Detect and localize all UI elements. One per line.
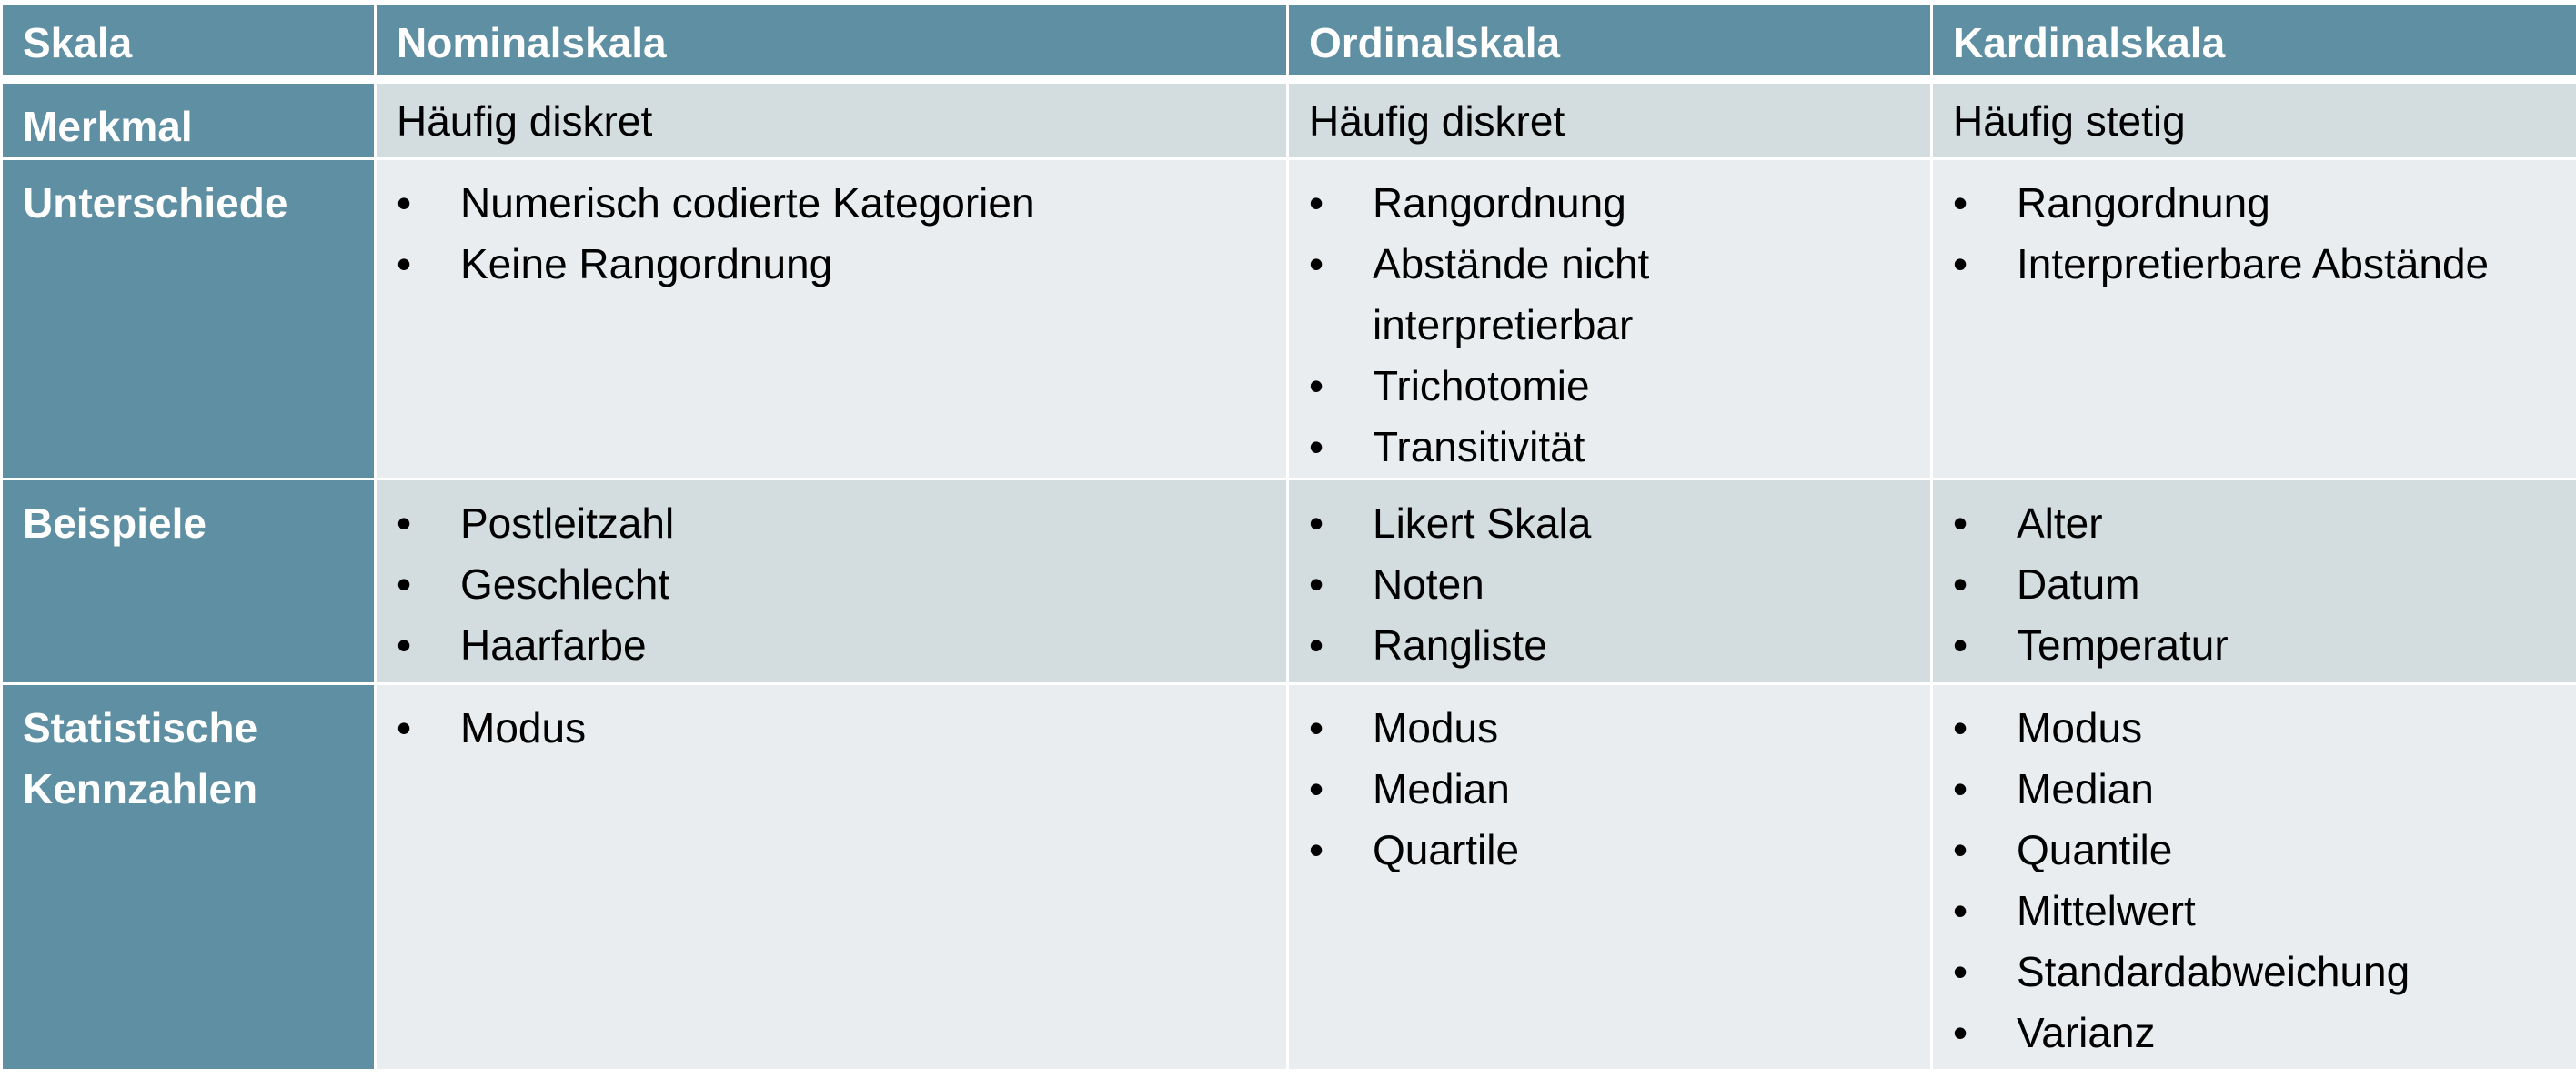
table-cell: Modus xyxy=(374,682,1289,1072)
list-item: Likert Skala xyxy=(1309,493,1910,554)
list-item: Mittelwert xyxy=(1953,881,2556,942)
table-cell: Likert SkalaNotenRangliste xyxy=(1286,478,1933,685)
table-row: Unterschiede Numerisch codierte Kategori… xyxy=(0,157,2576,480)
list-item: Geschlecht xyxy=(397,554,1266,615)
bullet-list: ModusMedianQuantileMittelwertStandardabw… xyxy=(1953,698,2556,1064)
bullet-list: PostleitzahlGeschlechtHaarfarbe xyxy=(397,493,1266,676)
list-item: Rangliste xyxy=(1309,615,1910,676)
list-item: Keine Rangordnung xyxy=(397,234,1266,295)
list-item: Modus xyxy=(397,698,1266,759)
bullet-list: Modus xyxy=(397,698,1266,759)
table-cell: ModusMedianQuartile xyxy=(1286,682,1933,1072)
table-row: Merkmal Häufig diskret Häufig diskret Hä… xyxy=(0,77,2576,160)
header-skala: Skala xyxy=(0,3,377,84)
list-item: Quantile xyxy=(1953,820,2556,881)
header-row: Skala Nominalskala Ordinalskala Kardinal… xyxy=(0,3,2576,84)
list-item: Modus xyxy=(1953,698,2556,759)
list-item: Quartile xyxy=(1309,820,1910,881)
list-item: Haarfarbe xyxy=(397,615,1266,676)
list-item: Interpretierbare Abstände xyxy=(1953,234,2556,295)
bullet-list: Numerisch codierte KategorienKeine Rango… xyxy=(397,173,1266,295)
row-label: Statistische Kennzahlen xyxy=(0,682,377,1072)
bullet-list: ModusMedianQuartile xyxy=(1309,698,1910,881)
list-item: Rangordnung xyxy=(1309,173,1910,234)
header-kardinal: Kardinalskala xyxy=(1930,3,2576,84)
list-item: Datum xyxy=(1953,554,2556,615)
bullet-list: Likert SkalaNotenRangliste xyxy=(1309,493,1910,676)
table-cell: RangordnungInterpretierbare Abstände xyxy=(1930,157,2576,480)
list-item: Alter xyxy=(1953,493,2556,554)
row-label: Unterschiede xyxy=(0,157,377,480)
list-item: Transitivität xyxy=(1309,417,1910,478)
list-item: Numerisch codierte Kategorien xyxy=(397,173,1266,234)
list-item: Median xyxy=(1309,759,1910,820)
header-ordinal: Ordinalskala xyxy=(1286,3,1933,84)
list-item: Temperatur xyxy=(1953,615,2556,676)
list-item: Trichotomie xyxy=(1309,356,1910,417)
list-item: Median xyxy=(1953,759,2556,820)
table-cell: PostleitzahlGeschlechtHaarfarbe xyxy=(374,478,1289,685)
table-cell: Häufig diskret xyxy=(1286,77,1933,160)
table-cell: Häufig diskret xyxy=(374,77,1289,160)
table-row: Statistische Kennzahlen Modus ModusMedia… xyxy=(0,682,2576,1072)
row-label: Beispiele xyxy=(0,478,377,685)
table-cell: AlterDatumTemperatur xyxy=(1930,478,2576,685)
list-item: Noten xyxy=(1309,554,1910,615)
header-nominal: Nominalskala xyxy=(374,3,1289,84)
table-cell: ModusMedianQuantileMittelwertStandardabw… xyxy=(1930,682,2576,1072)
bullet-list: AlterDatumTemperatur xyxy=(1953,493,2556,676)
list-item: Varianz xyxy=(1953,1003,2556,1064)
table-cell: Numerisch codierte KategorienKeine Rango… xyxy=(374,157,1289,480)
table-row: Beispiele PostleitzahlGeschlechtHaarfarb… xyxy=(0,478,2576,685)
row-label: Merkmal xyxy=(0,77,377,160)
list-item: Rangordnung xyxy=(1953,173,2556,234)
list-item: Abstände nicht interpretierbar xyxy=(1309,234,1910,356)
list-item: Modus xyxy=(1309,698,1910,759)
list-item: Standardabweichung xyxy=(1953,942,2556,1003)
list-item: Postleitzahl xyxy=(397,493,1266,554)
table-cell: RangordnungAbstände nicht interpretierba… xyxy=(1286,157,1933,480)
bullet-list: RangordnungAbstände nicht interpretierba… xyxy=(1309,173,1910,478)
scale-comparison-table: Skala Nominalskala Ordinalskala Kardinal… xyxy=(0,3,2576,1072)
bullet-list: RangordnungInterpretierbare Abstände xyxy=(1953,173,2556,295)
table-cell: Häufig stetig xyxy=(1930,77,2576,160)
